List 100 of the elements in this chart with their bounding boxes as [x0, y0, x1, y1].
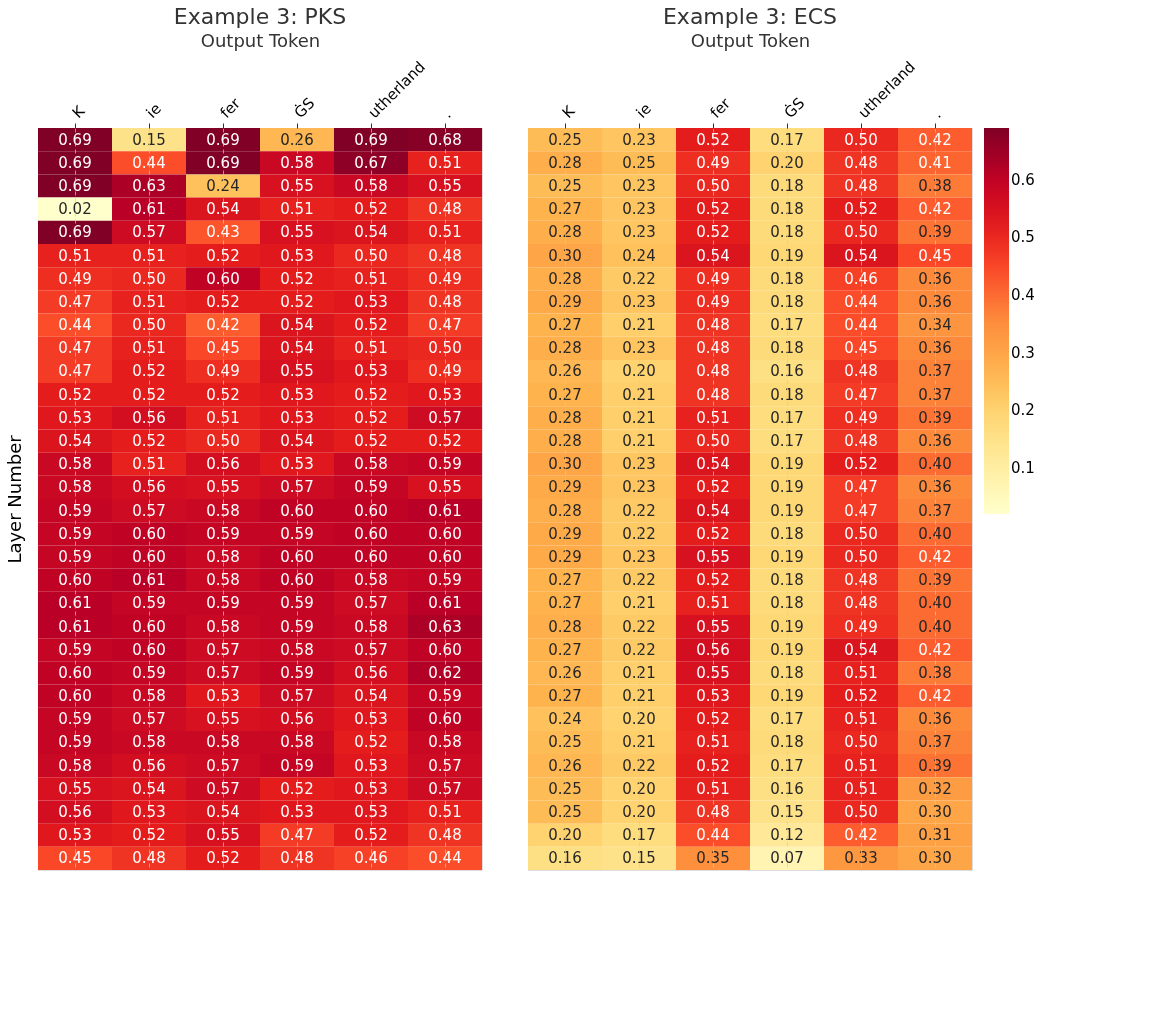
data-label: 0.24 [548, 710, 582, 729]
data-label: 0.40 [918, 594, 952, 613]
data-label: 0.17 [770, 408, 804, 427]
data-label: 0.53 [354, 803, 388, 822]
data-label: 0.52 [696, 478, 730, 497]
data-label: 0.54 [696, 246, 730, 265]
data-label: 0.37 [918, 362, 952, 381]
data-label: 0.19 [770, 640, 804, 659]
data-label: 0.28 [548, 501, 582, 520]
data-label: 0.52 [354, 826, 388, 845]
data-label: 0.50 [844, 547, 878, 566]
data-label: 0.57 [280, 687, 314, 706]
data-label: 0.51 [280, 200, 314, 219]
data-label: 0.42 [918, 640, 952, 659]
data-label: 0.33 [844, 849, 878, 868]
data-label: 0.25 [548, 779, 582, 798]
data-label: 0.48 [696, 316, 730, 335]
data-label: 0.67 [354, 153, 388, 172]
color-bar-label: 0.6 [1011, 170, 1035, 189]
data-label: 0.69 [58, 176, 92, 195]
data-label: 0.18 [770, 385, 804, 404]
data-label: 0.58 [354, 617, 388, 636]
data-label: 0.50 [428, 339, 462, 358]
data-label: 0.22 [622, 756, 656, 775]
data-label: 0.62 [428, 663, 462, 682]
data-label: 0.51 [354, 339, 388, 358]
data-label: 0.46 [844, 269, 878, 288]
data-label: 0.59 [206, 594, 240, 613]
data-label: 0.35 [696, 849, 730, 868]
data-label: 0.52 [696, 223, 730, 242]
data-label: 0.61 [58, 617, 92, 636]
data-label: 0.58 [58, 478, 92, 497]
data-label: 0.20 [770, 153, 804, 172]
data-label: 0.22 [622, 571, 656, 590]
data-label: 0.27 [548, 385, 582, 404]
data-label: 0.18 [770, 223, 804, 242]
data-label: 0.18 [770, 339, 804, 358]
data-label: 0.59 [58, 733, 92, 752]
data-label: 0.26 [548, 756, 582, 775]
data-label: 0.21 [622, 385, 656, 404]
data-label: 0.52 [696, 524, 730, 543]
data-label: 0.44 [132, 153, 166, 172]
data-label: 0.63 [428, 617, 462, 636]
data-label: 0.58 [354, 571, 388, 590]
data-label: 0.50 [844, 223, 878, 242]
data-label: 0.52 [354, 733, 388, 752]
data-label: 0.25 [548, 176, 582, 195]
data-label: 0.36 [918, 339, 952, 358]
data-label: 0.18 [770, 663, 804, 682]
data-label: 0.21 [622, 687, 656, 706]
data-label: 0.48 [428, 200, 462, 219]
data-label: 0.30 [918, 849, 952, 868]
data-label: 0.50 [132, 316, 166, 335]
data-label: 0.19 [770, 687, 804, 706]
data-label: 0.51 [844, 663, 878, 682]
data-label: 0.55 [280, 223, 314, 242]
data-label: 0.24 [622, 246, 656, 265]
data-label: 0.32 [918, 779, 952, 798]
data-label: 0.21 [622, 663, 656, 682]
data-label: 0.60 [280, 571, 314, 590]
data-label: 0.54 [280, 432, 314, 451]
data-label: 0.22 [622, 524, 656, 543]
data-label: 0.60 [428, 547, 462, 566]
data-label: 0.43 [206, 223, 240, 242]
data-label: 0.51 [696, 594, 730, 613]
chart-title: Example 3: PKS [173, 3, 347, 29]
data-label: 0.56 [280, 710, 314, 729]
data-label: 0.26 [280, 130, 314, 149]
data-label: 0.22 [622, 617, 656, 636]
data-label: 0.52 [206, 246, 240, 265]
data-label: 0.49 [696, 153, 730, 172]
data-label: 0.58 [280, 153, 314, 172]
data-label: 0.19 [770, 455, 804, 474]
data-label: 0.22 [622, 640, 656, 659]
data-label: 0.39 [918, 408, 952, 427]
data-label: 0.60 [132, 524, 166, 543]
data-label: 0.49 [206, 362, 240, 381]
data-label: 0.51 [428, 223, 462, 242]
data-label: 0.57 [206, 756, 240, 775]
data-label: 0.48 [844, 362, 878, 381]
data-label: 0.59 [280, 617, 314, 636]
data-label: 0.58 [206, 733, 240, 752]
data-label: 0.25 [548, 733, 582, 752]
data-label: 0.52 [206, 292, 240, 311]
data-label: 0.69 [58, 223, 92, 242]
data-label: 0.59 [280, 756, 314, 775]
data-label: 0.52 [354, 385, 388, 404]
color-bar-label: 0.2 [1011, 401, 1035, 420]
color-bar-label: 0.5 [1011, 228, 1035, 247]
data-label: 0.48 [428, 826, 462, 845]
data-label: 0.45 [844, 339, 878, 358]
data-label: 0.61 [428, 594, 462, 613]
data-label: 0.60 [280, 501, 314, 520]
data-label: 0.44 [844, 292, 878, 311]
data-label: 0.36 [918, 478, 952, 497]
x-tick-label: K [558, 101, 580, 122]
x-tick-label: K [68, 101, 90, 122]
data-label: 0.59 [428, 455, 462, 474]
data-label: 0.69 [206, 130, 240, 149]
data-label: 0.27 [548, 594, 582, 613]
